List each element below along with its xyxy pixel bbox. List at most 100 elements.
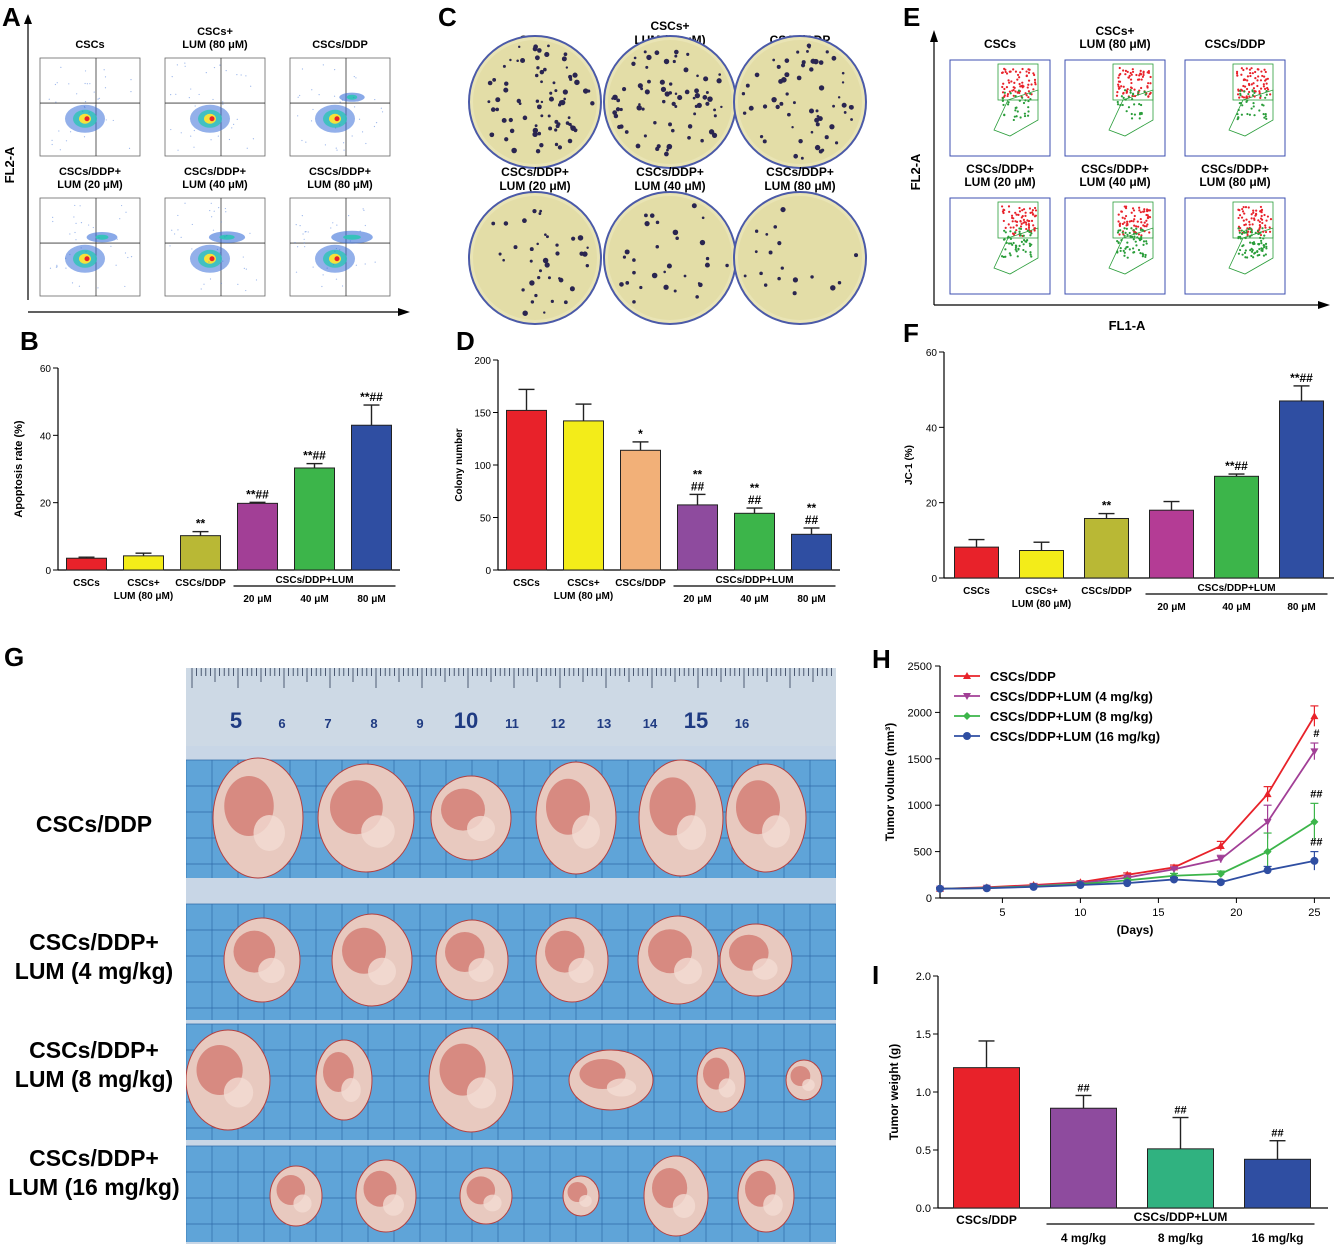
c-colony [619,282,624,287]
e-green-event [1265,247,1268,250]
c-colony [705,101,710,106]
e-red-event [1245,87,1249,91]
c-colony [559,99,566,106]
c-colony [644,89,650,95]
d-annotation-5-1: ## [805,513,819,527]
d-ytick-label: 0 [485,566,491,577]
e-red-event [1251,72,1254,75]
g-tumor-highlight-2-3 [606,1078,637,1097]
e-red-event [1245,218,1248,221]
b-category-1-1: LUM (80 μM) [114,591,173,602]
e-red-event [1029,211,1032,214]
h-legend-label-0: CSCs/DDP [990,669,1056,684]
d-group-label: CSCs/DDP+LUM [715,575,793,586]
e-green-event [1029,234,1032,237]
a-scatter-dot [349,240,351,242]
c-colony [759,271,763,276]
c-colony [705,256,710,261]
c-colony [694,88,699,94]
e-green-event [1260,249,1263,252]
e-red-event [1124,69,1128,72]
h-xtick-label: 10 [1074,907,1086,919]
e-red-event [1124,73,1127,76]
a-scatter-dot [332,264,335,266]
panel-label-h: H [872,644,891,674]
f-category-3-0: 20 μM [1157,602,1185,613]
panel-label-e: E [903,2,921,32]
e-red-event [1260,214,1263,218]
e-red-event [1139,217,1142,221]
f-y-label: JC-1 (%) [904,445,915,485]
a-scatter-dot [98,97,100,99]
e-green-event [1029,98,1032,101]
c-colony [563,97,566,101]
e-red-event [1248,90,1251,94]
e-green-event [1131,97,1134,101]
c-colony [701,216,705,220]
h-ytick-label: 2000 [908,707,932,719]
a-scatter-dot [236,118,238,120]
a-scatter-dot [84,82,86,85]
c-colony [718,73,722,76]
e-green-event [1132,247,1135,250]
e-red-event [1247,206,1250,209]
e-y-axis-label: FL2-A [908,153,923,190]
e-red-event [1017,213,1020,217]
e-red-event [1133,214,1136,218]
e-red-event [1259,87,1263,90]
d-annotation-3-1: ## [691,479,705,493]
e-red-event [1013,81,1016,84]
e-red-event [1264,79,1267,82]
b-ytick-label: 20 [40,499,52,510]
e-red-event [1002,82,1005,85]
e-red-event [1122,85,1125,88]
e-green-event [1243,251,1247,255]
c-colony [810,58,816,64]
e-green-event [1135,244,1138,247]
e-green-event [1240,113,1243,116]
e-red-event [1124,207,1128,210]
e-green-event [1022,243,1025,246]
a-scatter-dot [205,71,207,74]
e-red-event [1252,82,1255,85]
a-scatter-dot [353,106,356,108]
e-green-event [1247,92,1250,96]
c-colony [544,233,547,236]
a-scatter-dot [128,147,131,149]
a-scatter-dot [220,221,222,223]
c-colony [787,112,791,117]
e-red-event [1021,209,1024,212]
e-red-event [1014,211,1017,214]
e-green-event [1243,90,1246,93]
e-red-event [1264,70,1267,74]
a-scatter-dot [173,233,176,235]
a-scatter-dot [249,232,251,234]
f-group-label: CSCs/DDP+LUM [1197,583,1275,594]
c-colony [631,61,636,66]
e-green-event [1002,255,1005,259]
a-scatter-dot [324,144,327,146]
e-green-event [1250,231,1254,234]
c-colony [509,128,515,134]
e-red-event [1248,68,1252,71]
e-green-event [1009,92,1012,95]
b-ytick-label: 40 [40,431,52,442]
e-green-event [1250,229,1253,232]
e-red-event [1034,214,1038,217]
c-colony [655,220,660,225]
c-colony [814,144,821,151]
d-category-2-0: CSCs/DDP [615,578,666,589]
c-colony [586,246,589,249]
a-scatter-dot [250,85,252,87]
e-green-event [1242,230,1246,233]
a-scatter-dot [304,246,306,248]
h-point-3-5 [1170,875,1178,884]
e-red-event [1249,74,1252,78]
e-green-event [1119,246,1122,250]
e-green-event [1015,250,1018,253]
e-green-event [1123,234,1126,237]
c-colony [806,49,809,53]
a-plot-title-4-0: CSCs/DDP+ [184,166,246,178]
h-ytick-label: 0 [926,893,932,905]
c-colony [663,284,669,290]
